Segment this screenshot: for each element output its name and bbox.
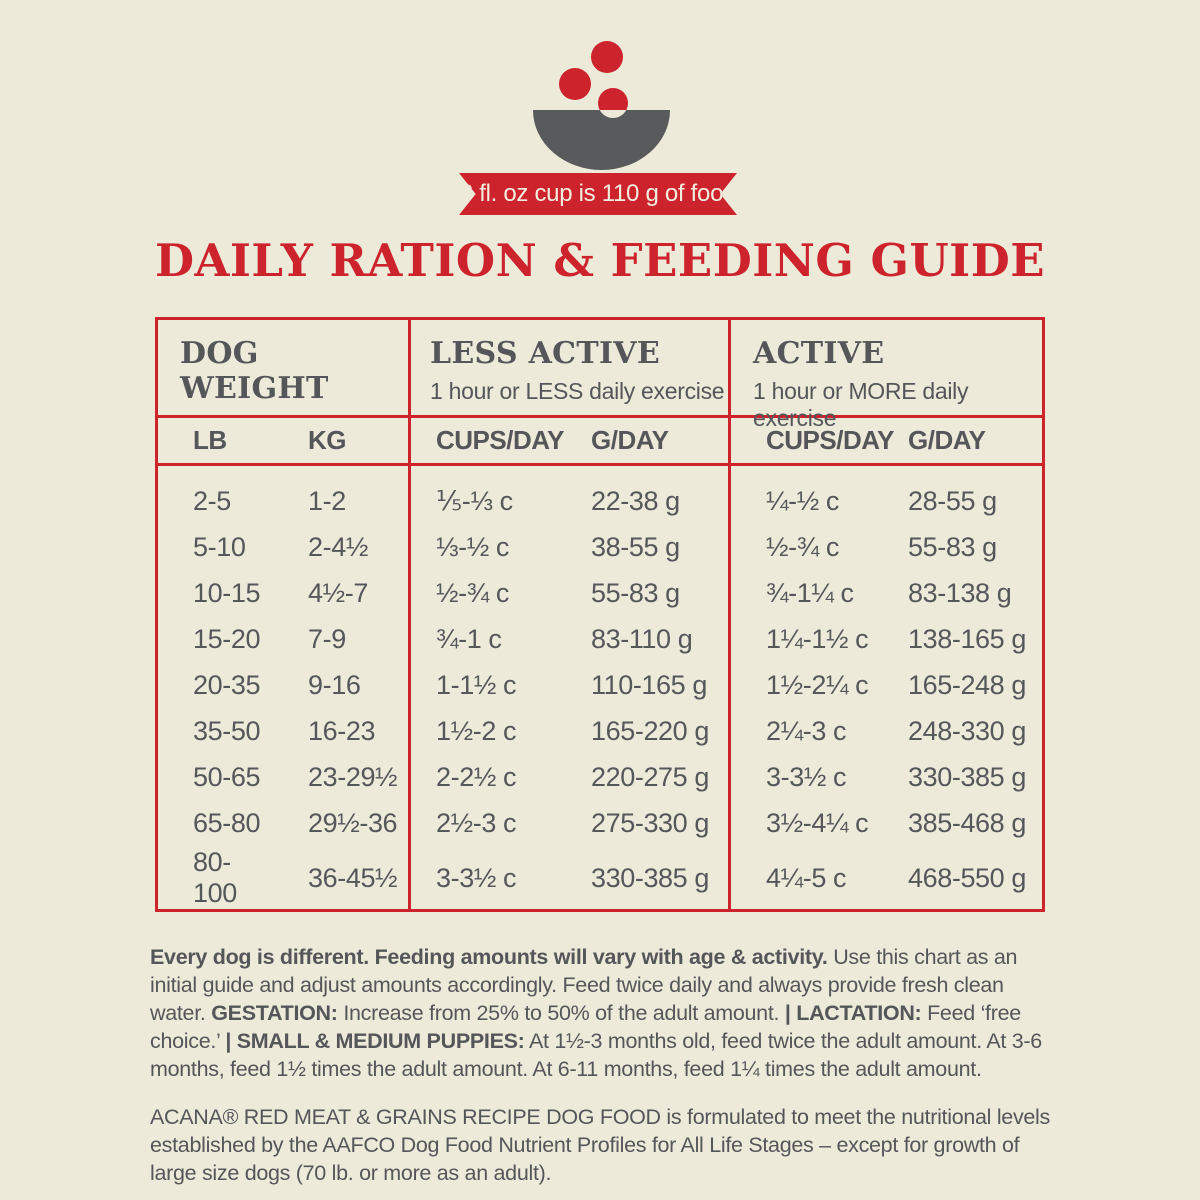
cell-kg: 36-45½ xyxy=(308,862,398,893)
subheader-lb: LB xyxy=(193,425,227,455)
cell-g: 55-83 g xyxy=(591,577,680,608)
table-divider xyxy=(408,320,411,909)
cell-cups: 1½-2 c xyxy=(436,716,517,747)
ribbon-banner: 8 fl. oz cup is 110 g of food xyxy=(459,173,737,215)
cell-cups: 4¼-5 c xyxy=(766,862,847,893)
cell-cups: 1-1½ c xyxy=(436,670,517,701)
group-title: ACTIVE xyxy=(753,336,885,371)
ribbon-text: 8 fl. oz cup is 110 g of food xyxy=(459,180,737,207)
cell-lb: 15-20 xyxy=(193,623,261,654)
cell-cups: 3-3½ c xyxy=(766,762,847,793)
cell-cups: ½-¾ c xyxy=(766,531,840,562)
bowl-logo xyxy=(500,28,700,174)
cell-cups: 3½-4¼ c xyxy=(766,808,869,839)
cell-lb: 20-35 xyxy=(193,670,261,701)
cell-g: 22-38 g xyxy=(591,485,680,516)
page-title: DAILY RATION & FEEDING GUIDE xyxy=(154,234,1046,287)
subheader-cups-day: CUPS/DAY xyxy=(436,425,564,455)
cell-kg: 4½-7 xyxy=(308,577,368,608)
feeding-table: DOG WEIGHT LESS ACTIVE 1 hour or LESS da… xyxy=(155,317,1045,912)
table-divider xyxy=(158,415,1042,418)
cell-g: 330-385 g xyxy=(591,862,710,893)
cell-cups: ¾-1 c xyxy=(436,623,502,654)
note-segment: Increase from 25% to 50% of the adult am… xyxy=(337,1000,785,1025)
subheader-cups-day: CUPS/DAY xyxy=(766,425,894,455)
note-segment: | LACTATION: xyxy=(784,1000,922,1025)
column-group-less-active: LESS ACTIVE 1 hour or LESS daily exercis… xyxy=(430,336,730,405)
cell-kg: 7-9 xyxy=(308,623,346,654)
cell-g: 220-275 g xyxy=(591,762,710,793)
cell-cups: 3-3½ c xyxy=(436,862,517,893)
group-title: DOG WEIGHT xyxy=(180,336,329,407)
cell-cups: 2-2½ c xyxy=(436,762,517,793)
subheader-g-day: G/DAY xyxy=(591,425,669,455)
table-body: 2-5 1-2 ⅕-⅓ c 22-38 g ¼-½ c 28-55 g 5-10… xyxy=(158,466,1042,909)
group-subtitle: 1 hour or MORE daily exercise xyxy=(753,378,969,432)
cell-g: 330-385 g xyxy=(908,762,1027,793)
cell-cups: ⅕-⅓ c xyxy=(436,485,513,516)
cell-cups: 2½-3 c xyxy=(436,808,517,839)
cell-kg: 2-4½ xyxy=(308,531,368,562)
cell-cups: 1½-2¼ c xyxy=(766,670,869,701)
cell-g: 83-138 g xyxy=(908,577,1012,608)
aafco-note: ACANA® RED MEAT & GRAINS RECIPE DOG FOOD… xyxy=(150,1104,1050,1185)
kibble-dot-2 xyxy=(559,68,591,100)
cell-g: 275-330 g xyxy=(591,808,710,839)
cell-lb: 10-15 xyxy=(193,577,261,608)
bowl-shape xyxy=(533,110,670,170)
cell-g: 83-110 g xyxy=(591,623,693,654)
cell-lb: 35-50 xyxy=(193,716,261,747)
subheader-g-day: G/DAY xyxy=(908,425,986,455)
cell-kg: 1-2 xyxy=(308,485,346,516)
table-divider xyxy=(158,463,1042,466)
cell-cups: ½-¾ c xyxy=(436,577,510,608)
cell-g: 468-550 g xyxy=(908,862,1027,893)
cell-cups: ¾-1¼ c xyxy=(766,577,854,608)
cell-lb: 50-65 xyxy=(193,762,261,793)
cell-cups: 2¼-3 c xyxy=(766,716,847,747)
note-segment: GESTATION: xyxy=(211,1000,338,1025)
feeding-note: Every dog is different. Feeding amounts … xyxy=(150,944,1050,1084)
note-segment: | SMALL & MEDIUM PUPPIES: xyxy=(225,1028,525,1053)
note-segment: Use this chart as an initial guide and a… xyxy=(150,945,1018,1025)
subheader-kg: KG xyxy=(308,425,347,455)
column-group-dog-weight: DOG WEIGHT xyxy=(180,336,390,407)
cell-g: 55-83 g xyxy=(908,531,997,562)
group-subtitle: 1 hour or LESS daily exercise xyxy=(430,378,725,405)
cell-g: 138-165 g xyxy=(908,623,1027,654)
kibble-dot-3 xyxy=(598,88,628,110)
cell-g: 165-248 g xyxy=(908,670,1027,701)
bowl-with-kibble-icon xyxy=(533,41,670,170)
cell-cups: ¼-½ c xyxy=(766,485,840,516)
cell-lb: 80-100 xyxy=(193,847,237,908)
subheader-row: LB KG CUPS/DAY G/DAY CUPS/DAY G/DAY xyxy=(158,418,1042,463)
cell-lb: 2-5 xyxy=(193,485,231,516)
cell-g: 28-55 g xyxy=(908,485,997,516)
cell-cups: ⅓-½ c xyxy=(436,531,510,562)
table-divider xyxy=(728,320,731,909)
note-segment: Every dog is different. Feeding amounts … xyxy=(150,945,828,969)
kibble-dot-1 xyxy=(591,41,623,73)
column-group-active: ACTIVE 1 hour or MORE daily exercise xyxy=(753,336,1053,432)
note-segment: Feed ‘free choice.’ xyxy=(150,1000,1021,1053)
cell-kg: 23-29½ xyxy=(308,762,398,793)
cell-g: 165-220 g xyxy=(591,716,710,747)
cell-g: 110-165 g xyxy=(591,670,708,701)
cell-g: 385-468 g xyxy=(908,808,1027,839)
cell-kg: 29½-36 xyxy=(308,808,398,839)
note-segment: At 1½-3 months old, feed twice the adult… xyxy=(150,1028,1042,1081)
cell-lb: 5-10 xyxy=(193,531,246,562)
group-title: LESS ACTIVE xyxy=(430,336,661,371)
footer-notes: Every dog is different. Feeding amounts … xyxy=(150,944,1050,1188)
cell-cups: 1¼-1½ c xyxy=(766,623,869,654)
cell-lb: 65-80 xyxy=(193,808,261,839)
cell-g: 38-55 g xyxy=(591,531,680,562)
cell-kg: 16-23 xyxy=(308,716,376,747)
cell-kg: 9-16 xyxy=(308,670,361,701)
cell-g: 248-330 g xyxy=(908,716,1027,747)
